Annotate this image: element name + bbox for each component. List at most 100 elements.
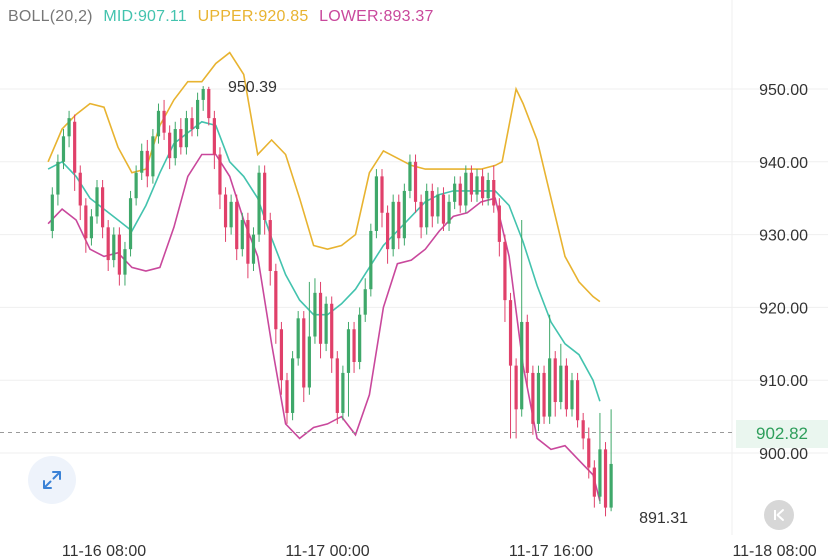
candle-body <box>179 129 183 148</box>
y-tick-label: 910.00 <box>759 373 808 390</box>
candle-body <box>324 303 328 344</box>
expand-arrows-icon <box>43 471 61 489</box>
candle-body <box>101 187 105 228</box>
y-tick-label: 930.00 <box>759 228 808 245</box>
candle-body <box>263 172 267 221</box>
candle-body <box>112 234 116 261</box>
candle-body <box>56 161 60 195</box>
candle-body <box>84 205 88 239</box>
candle-body <box>168 132 172 159</box>
candle-body <box>201 89 205 100</box>
candle-body <box>73 121 77 173</box>
candle-body <box>397 201 401 239</box>
candle-body <box>229 201 233 228</box>
candle-body <box>508 300 513 366</box>
candle-body <box>408 161 412 191</box>
y-tick-label: 900.00 <box>759 446 808 463</box>
candle-body <box>290 358 295 413</box>
candle-body <box>603 449 608 508</box>
candle-body <box>441 194 446 224</box>
candle-body <box>67 118 71 137</box>
candle-body <box>609 463 613 508</box>
candle-body <box>559 365 563 403</box>
y-tick-label: 950.00 <box>759 82 808 99</box>
bollinger-bands <box>47 51 601 502</box>
candle-body <box>190 118 194 130</box>
candle-body <box>123 249 127 275</box>
candle-body <box>302 318 306 388</box>
candles <box>50 86 613 517</box>
candle-body <box>313 292 317 337</box>
candle-body <box>106 227 110 261</box>
candle-body <box>358 314 362 362</box>
candle-body <box>425 190 429 228</box>
candle-body <box>514 365 518 410</box>
candle-body <box>335 358 339 413</box>
candle-body <box>223 194 228 228</box>
candle-body <box>413 161 418 202</box>
skip-back-button[interactable] <box>764 500 794 530</box>
candle-body <box>464 172 468 206</box>
candle-body <box>134 172 138 199</box>
candle-body <box>207 89 211 119</box>
candle-body <box>447 201 451 224</box>
candle-body <box>285 380 289 413</box>
candle-body <box>391 201 395 250</box>
y-tick-label: 920.00 <box>759 300 808 317</box>
lower-band-line <box>47 153 601 502</box>
candle-body <box>218 154 222 195</box>
low-annotation: 891.31 <box>639 510 688 527</box>
candle-body <box>251 234 256 264</box>
y-axis-labels: 950.00 940.00 930.00 920.00 910.00 900.00 <box>759 82 808 463</box>
candle-body <box>486 180 490 199</box>
candle-body <box>374 176 379 231</box>
skip-back-icon <box>774 509 784 521</box>
candle-body <box>145 150 149 177</box>
candle-body <box>128 198 133 250</box>
candle-body <box>246 220 250 264</box>
candle-body <box>268 220 272 271</box>
candle-body <box>318 292 323 344</box>
candle-body <box>469 172 474 195</box>
indicator-legend: BOLL(20,2) MID:907.11 UPPER:920.85 LOWER… <box>8 8 440 26</box>
candle-body <box>598 449 602 497</box>
candle-body <box>581 420 585 439</box>
candle-body <box>173 129 177 159</box>
candle-body <box>587 438 591 468</box>
candle-body <box>50 194 54 231</box>
candle-body <box>570 380 574 410</box>
candle-body <box>162 110 166 133</box>
candle-body <box>363 289 367 315</box>
candle-body <box>475 176 479 195</box>
x-tick-label: 11-17 00:00 <box>285 543 369 560</box>
candle-body <box>89 216 94 239</box>
high-annotation: 950.39 <box>228 79 277 96</box>
candle-body <box>184 118 189 148</box>
mid-value: MID:907.11 <box>103 8 187 25</box>
grid-lines <box>0 88 828 454</box>
candle-body <box>536 372 541 424</box>
candle-body <box>480 176 485 199</box>
candle-body <box>95 187 99 217</box>
candle-body <box>520 321 524 410</box>
candle-body <box>453 183 457 202</box>
candle-body <box>235 201 239 250</box>
candle-body <box>419 201 423 228</box>
candle-body <box>212 118 216 155</box>
lower-value: LOWER:893.37 <box>319 8 434 25</box>
candle-body <box>78 172 82 206</box>
candle-body <box>240 220 244 250</box>
candle-body <box>503 241 507 301</box>
x-tick-label: 11-18 08:00 <box>732 543 816 560</box>
candle-body <box>575 380 580 421</box>
candle-body <box>61 136 66 162</box>
candle-body <box>564 365 569 410</box>
expand-chart-button[interactable] <box>28 456 76 504</box>
candle-body <box>307 336 311 388</box>
candle-body <box>553 358 557 403</box>
current-price-tag: 902.82 <box>736 420 828 448</box>
candle-body <box>151 136 155 177</box>
candle-body <box>156 110 161 137</box>
candle-body <box>525 321 529 373</box>
